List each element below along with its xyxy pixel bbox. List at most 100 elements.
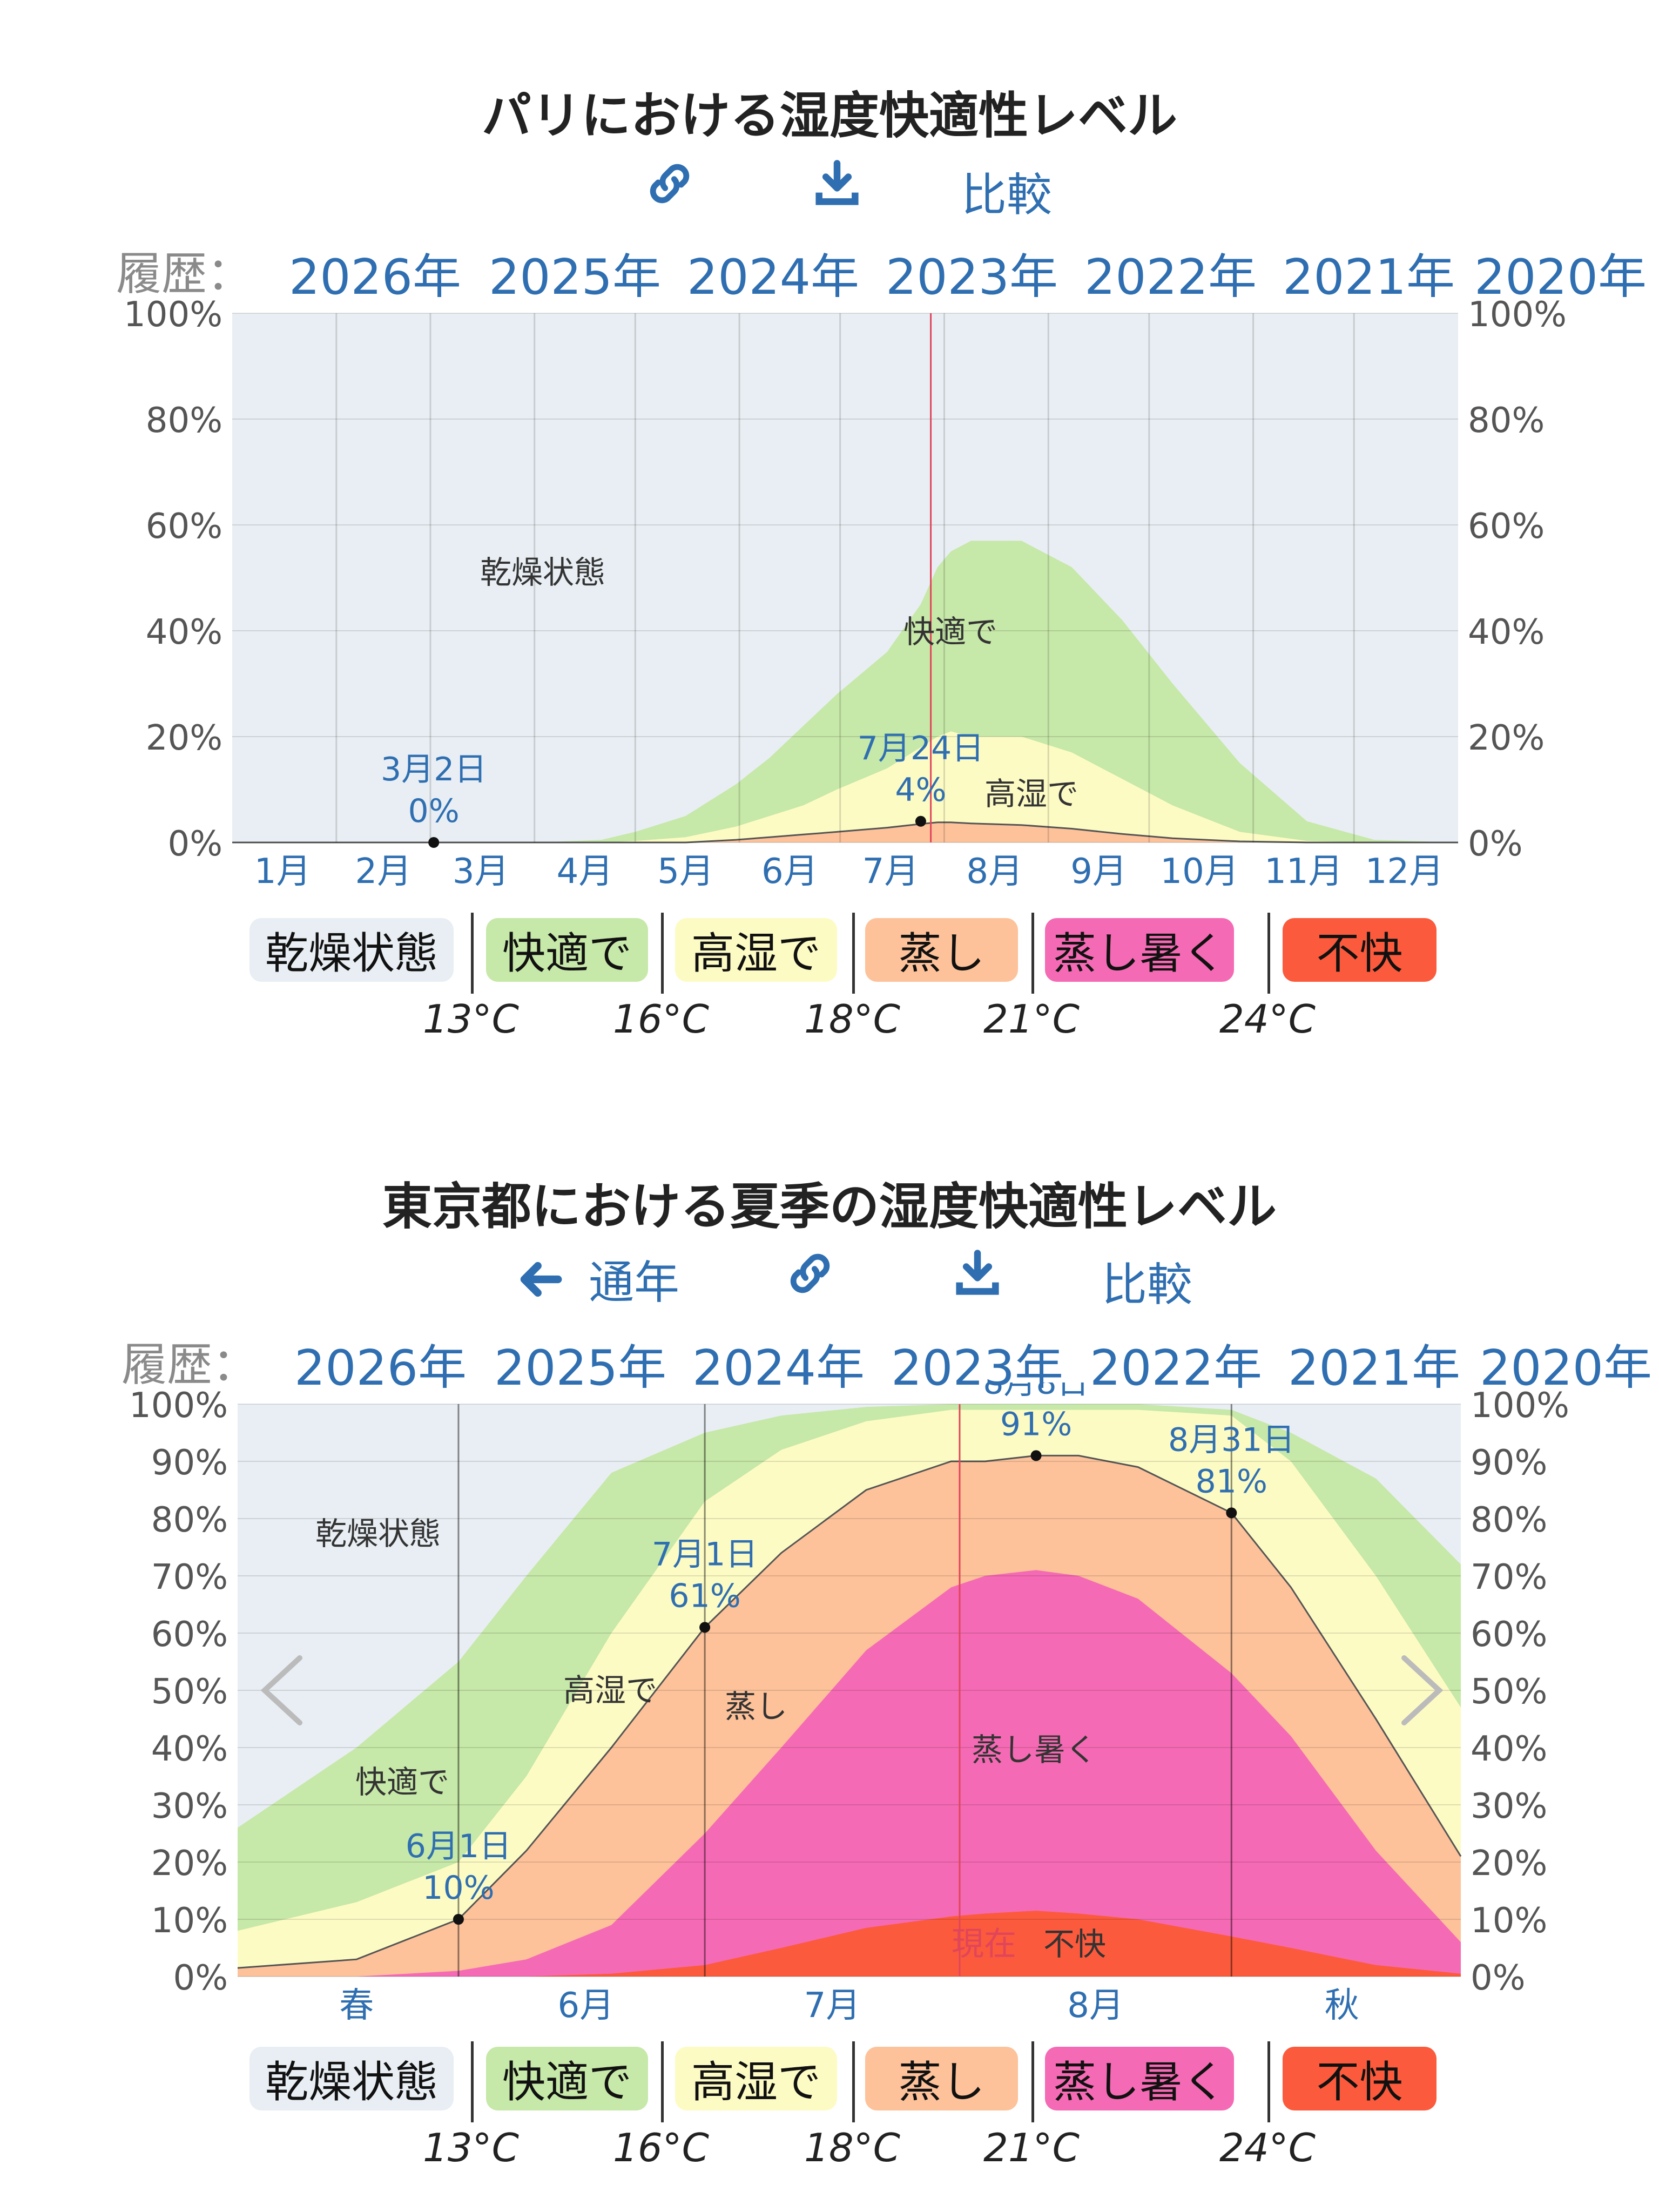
muggy-line (232, 821, 1458, 844)
legend-chip: 快適で (486, 2047, 648, 2110)
history-year[interactable]: 2022年 (1090, 1340, 1263, 1388)
region-label: 快適で (355, 1764, 449, 1800)
legend-threshold-divider (471, 2041, 474, 2122)
download-icon[interactable] (810, 157, 864, 211)
y-tick-right: 80% (1468, 401, 1545, 441)
annotation-value: 81% (1196, 1462, 1267, 1500)
y-tick-left: 40% (146, 612, 222, 652)
compare-link[interactable]: 比較 (961, 168, 1053, 221)
y-tick-right: 80% (1471, 1500, 1547, 1540)
compare-link[interactable]: 比較 (1102, 1258, 1193, 1311)
annotation-value: 4% (895, 771, 946, 809)
legend-chip: 乾燥状態 (249, 918, 454, 982)
y-tick-left: 70% (151, 1557, 228, 1597)
annotation-value: 10% (422, 1869, 494, 1907)
y-tick-right: 20% (1468, 718, 1545, 758)
back-all-year-link[interactable]: 通年 (513, 1246, 679, 1312)
link-icon[interactable] (643, 157, 697, 211)
region-label: 快適で (903, 613, 997, 650)
paris-humidity-chart: 0% 0% 20% 20% 40% 40% 60% 60% 80% 80% 100% 100% 1月 2月… (124, 295, 1567, 892)
y-tick-left: 100% (129, 1386, 228, 1426)
legend-chip: 蒸し暑く (1045, 2047, 1234, 2110)
x-tick: 8月 (966, 852, 1023, 892)
arrow-left-icon (520, 1262, 562, 1297)
annotation-value: 61% (669, 1577, 740, 1615)
history-year[interactable]: 2021年 (1283, 249, 1455, 297)
muggy-line (237, 1454, 1462, 1969)
history-label: 履歴： (122, 1338, 258, 1388)
annotation-date: 3月2日 (381, 751, 487, 788)
comfort-legend: 乾燥状態 快適で 高湿で 蒸し 蒸し暑く 不快 13°C 16°C 18°C 21°C 24°C (0, 913, 1659, 1058)
chart-toolbar: 比較 (0, 157, 1659, 221)
legend-threshold-temp: 18°C (804, 2125, 900, 2170)
series-area-0 (232, 541, 1458, 842)
x-tick: 8月 (1067, 1986, 1124, 2020)
history-year[interactable]: 2026年 (294, 1340, 467, 1388)
history-year[interactable]: 2024年 (692, 1340, 865, 1388)
x-tick: 9月 (1070, 852, 1127, 892)
comfort-legend: 乾燥状態 快適で 高湿で 蒸し 蒸し暑く 不快 13°C 16°C 18°C 21°C 24°C (0, 2041, 1659, 2187)
history-year[interactable]: 2023年 (886, 249, 1058, 297)
annotation-date: 7月24日 (858, 730, 984, 767)
annotation-date: 7月1日 (652, 1535, 758, 1573)
history-year[interactable]: 2020年 (1480, 1340, 1653, 1388)
legend-threshold-divider (661, 2041, 664, 2122)
legend-threshold-divider (1031, 2041, 1034, 2122)
y-tick-right: 30% (1471, 1786, 1547, 1826)
y-tick-left: 10% (151, 1901, 228, 1941)
region-label: 高湿で (563, 1672, 657, 1709)
history-year[interactable]: 2022年 (1084, 249, 1257, 297)
annotation-value: 0% (408, 792, 460, 830)
y-tick-left: 0% (167, 824, 222, 864)
series-area-1 (232, 731, 1458, 842)
legend-threshold-divider (661, 913, 664, 994)
download-icon[interactable] (950, 1246, 1004, 1300)
legend-chip: 蒸し暑く (1045, 918, 1234, 982)
series-area-2 (232, 822, 1458, 842)
current-label: 現在 (952, 1925, 1016, 1963)
region-label: 高湿で (984, 775, 1078, 812)
y-tick-right: 60% (1468, 507, 1545, 547)
history-year[interactable]: 2021年 (1288, 1340, 1461, 1388)
history-year[interactable]: 2020年 (1474, 249, 1647, 297)
legend-threshold-divider (1031, 913, 1034, 994)
chart-toolbar: 通年 比較 (0, 1246, 1659, 1311)
region-label: 乾燥状態 (480, 554, 605, 591)
history-year[interactable]: 2023年 (891, 1340, 1064, 1388)
legend-threshold-divider (1267, 913, 1270, 994)
x-tick: 5月 (657, 852, 714, 892)
y-tick-left: 20% (146, 718, 222, 758)
next-arrow-icon[interactable] (1401, 1655, 1444, 1725)
annotation-dot (1030, 1450, 1042, 1461)
legend-threshold-temp: 24°C (1219, 996, 1316, 1042)
legend-threshold-divider (471, 913, 474, 994)
region-label: 乾燥状態 (315, 1515, 441, 1552)
x-tick: 12月 (1365, 852, 1444, 892)
y-tick-left: 0% (173, 1958, 228, 1998)
legend-threshold-temp: 16°C (613, 2125, 709, 2170)
legend-threshold-divider (852, 913, 855, 994)
history-year[interactable]: 2025年 (494, 1340, 667, 1388)
x-tick: 春 (339, 1986, 374, 2020)
series-area-3 (238, 1570, 1461, 1977)
y-tick-left: 60% (151, 1615, 228, 1655)
history-year[interactable]: 2024年 (687, 249, 860, 297)
y-tick-left: 100% (124, 295, 222, 335)
x-tick: 秋 (1325, 1986, 1359, 2020)
annotation-dot (915, 815, 926, 827)
history-year[interactable]: 2026年 (289, 249, 462, 297)
history-label: 履歴： (116, 247, 253, 297)
link-icon[interactable] (783, 1246, 837, 1300)
annotation-value: 91% (1000, 1405, 1072, 1443)
previous-arrow-icon[interactable] (260, 1655, 302, 1725)
legend-threshold-temp: 16°C (613, 996, 709, 1042)
legend-threshold-temp: 18°C (804, 996, 900, 1042)
annotation-dot (699, 1622, 711, 1633)
chart-title: パリにおける湿度快適性レベル (481, 87, 1177, 145)
history-year[interactable]: 2025年 (489, 249, 662, 297)
y-tick-left: 20% (151, 1844, 228, 1884)
legend-chip: 快適で (486, 918, 648, 982)
y-tick-left: 40% (151, 1729, 228, 1769)
y-tick-right: 10% (1471, 1901, 1547, 1941)
legend-threshold-divider (852, 2041, 855, 2122)
